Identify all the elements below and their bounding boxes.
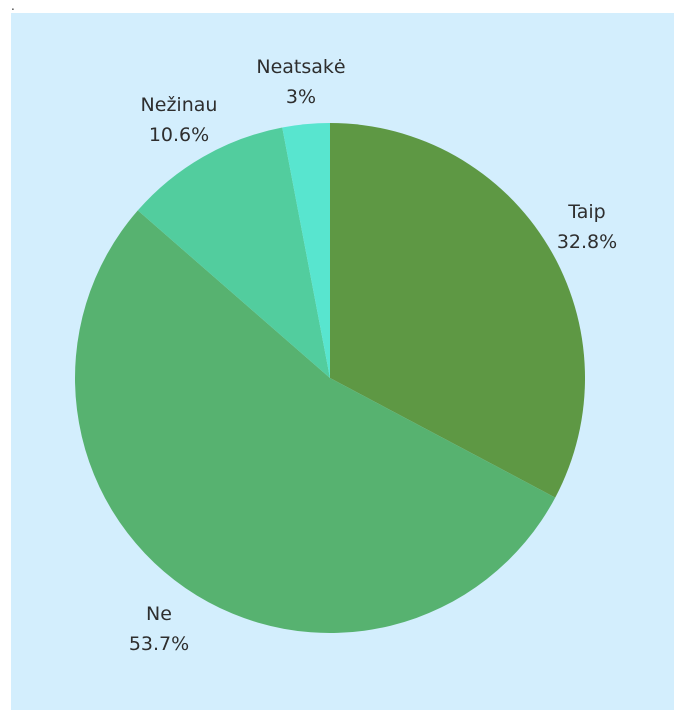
pie-slice-neatsake [282, 123, 330, 378]
slice-label-neatsake: Neatsakė [256, 56, 345, 78]
slice-value-taip: 32.8% [557, 231, 617, 253]
pie-slice-taip [330, 122, 586, 498]
pie-slices [74, 122, 586, 634]
slice-label-taip: Taip [567, 201, 605, 223]
pie-slice-nezinau [137, 127, 330, 378]
slice-value-nezinau: 10.6% [149, 124, 209, 146]
pie-labels: Taip 32.8% Ne 53.7% Nežinau 10.6% Neatsa… [129, 56, 617, 655]
slice-value-neatsake: 3% [286, 86, 316, 108]
pie-slice-ne [74, 210, 556, 634]
stray-mark: . [11, 0, 15, 13]
slice-label-ne: Ne [146, 603, 172, 625]
slice-label-nezinau: Nežinau [141, 94, 218, 116]
slice-value-ne: 53.7% [129, 633, 189, 655]
